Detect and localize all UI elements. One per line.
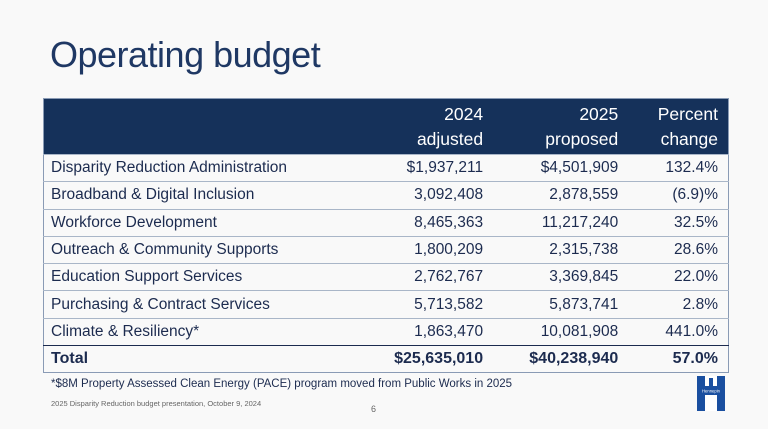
table-row: Education Support Services 2,762,767 3,369… — [43, 263, 729, 291]
budget-table: 2024 adjusted 2025 proposed Percent change … — [43, 98, 729, 374]
header-line: change — [660, 129, 718, 149]
percent-change: 28.6% — [628, 235, 729, 264]
table-row: Broadband & Digital Inclusion 3,092,408 2,… — [43, 181, 729, 210]
value-2025: 10,081,908 — [493, 317, 629, 346]
percent-change: 132.4% — [628, 153, 729, 182]
table-row: Disparity Reduction Administration $1,937… — [43, 153, 729, 182]
value-2024: 2,762,767 — [357, 263, 494, 291]
value-2024: $25,635,010 — [357, 345, 494, 373]
presentation-subtitle: 2025 Disparity Reduction budget presenta… — [51, 399, 262, 408]
value-2024: 8,465,363 — [357, 208, 494, 237]
hennepin-logo: Hennepin — [697, 376, 725, 411]
table-header-row: 2024 adjusted 2025 proposed Percent change — [43, 98, 729, 155]
header-line: proposed — [545, 129, 619, 149]
row-label: Purchasing & Contract Services — [43, 290, 358, 319]
header-percent: Percent change — [628, 98, 729, 155]
header-line: Percent — [657, 104, 718, 124]
page-number: 6 — [371, 404, 377, 414]
value-2024: 3,092,408 — [357, 181, 494, 210]
value-2025: 2,315,738 — [493, 235, 629, 264]
percent-change: 57.0% — [628, 345, 729, 373]
row-label: Education Support Services — [43, 263, 358, 291]
header-line: 2024 — [444, 104, 484, 124]
svg-text:Hennepin: Hennepin — [702, 389, 721, 394]
percent-change: 441.0% — [628, 317, 729, 346]
row-label: Workforce Development — [43, 208, 358, 237]
percent-change: 22.0% — [628, 263, 729, 291]
header-line: 2025 — [579, 104, 619, 124]
table-row: Climate & Resiliency* 1,863,470 10,081,908… — [43, 317, 729, 346]
value-2024: $1,937,211 — [357, 153, 494, 182]
value-2025: 11,217,240 — [493, 208, 629, 237]
row-label: Total — [43, 345, 358, 373]
row-label: Climate & Resiliency* — [43, 317, 358, 346]
header-line: adjusted — [416, 129, 484, 149]
row-label: Outreach & Community Supports — [43, 235, 358, 264]
page-title: Operating budget — [50, 34, 321, 75]
header-2025: 2025 proposed — [493, 98, 629, 155]
row-label: Broadband & Digital Inclusion — [43, 181, 358, 210]
table-row: Purchasing & Contract Services 5,713,582 5… — [43, 290, 729, 319]
percent-change: 2.8% — [628, 290, 729, 319]
value-2025: 3,369,845 — [493, 263, 629, 291]
footnote: *$8M Property Assessed Clean Energy (PAC… — [51, 378, 513, 390]
row-label: Disparity Reduction Administration — [43, 153, 358, 182]
value-2024: 1,863,470 — [357, 317, 494, 346]
value-2025: 2,878,559 — [493, 181, 629, 210]
value-2024: 1,800,209 — [357, 235, 494, 264]
total-row: Total $25,635,010 $40,238,940 57.0% — [43, 345, 729, 373]
table-row: Workforce Development 8,465,363 11,217,240… — [43, 208, 729, 237]
value-2025: $4,501,909 — [493, 153, 629, 182]
table-row: Outreach & Community Supports 1,800,209 2,… — [43, 235, 729, 264]
header-label — [43, 98, 358, 155]
percent-change: (6.9)% — [628, 181, 729, 210]
header-2024: 2024 adjusted — [357, 98, 494, 155]
value-2025: 5,873,741 — [493, 290, 629, 319]
value-2024: 5,713,582 — [357, 290, 494, 319]
value-2025: $40,238,940 — [493, 345, 629, 373]
percent-change: 32.5% — [628, 208, 729, 237]
